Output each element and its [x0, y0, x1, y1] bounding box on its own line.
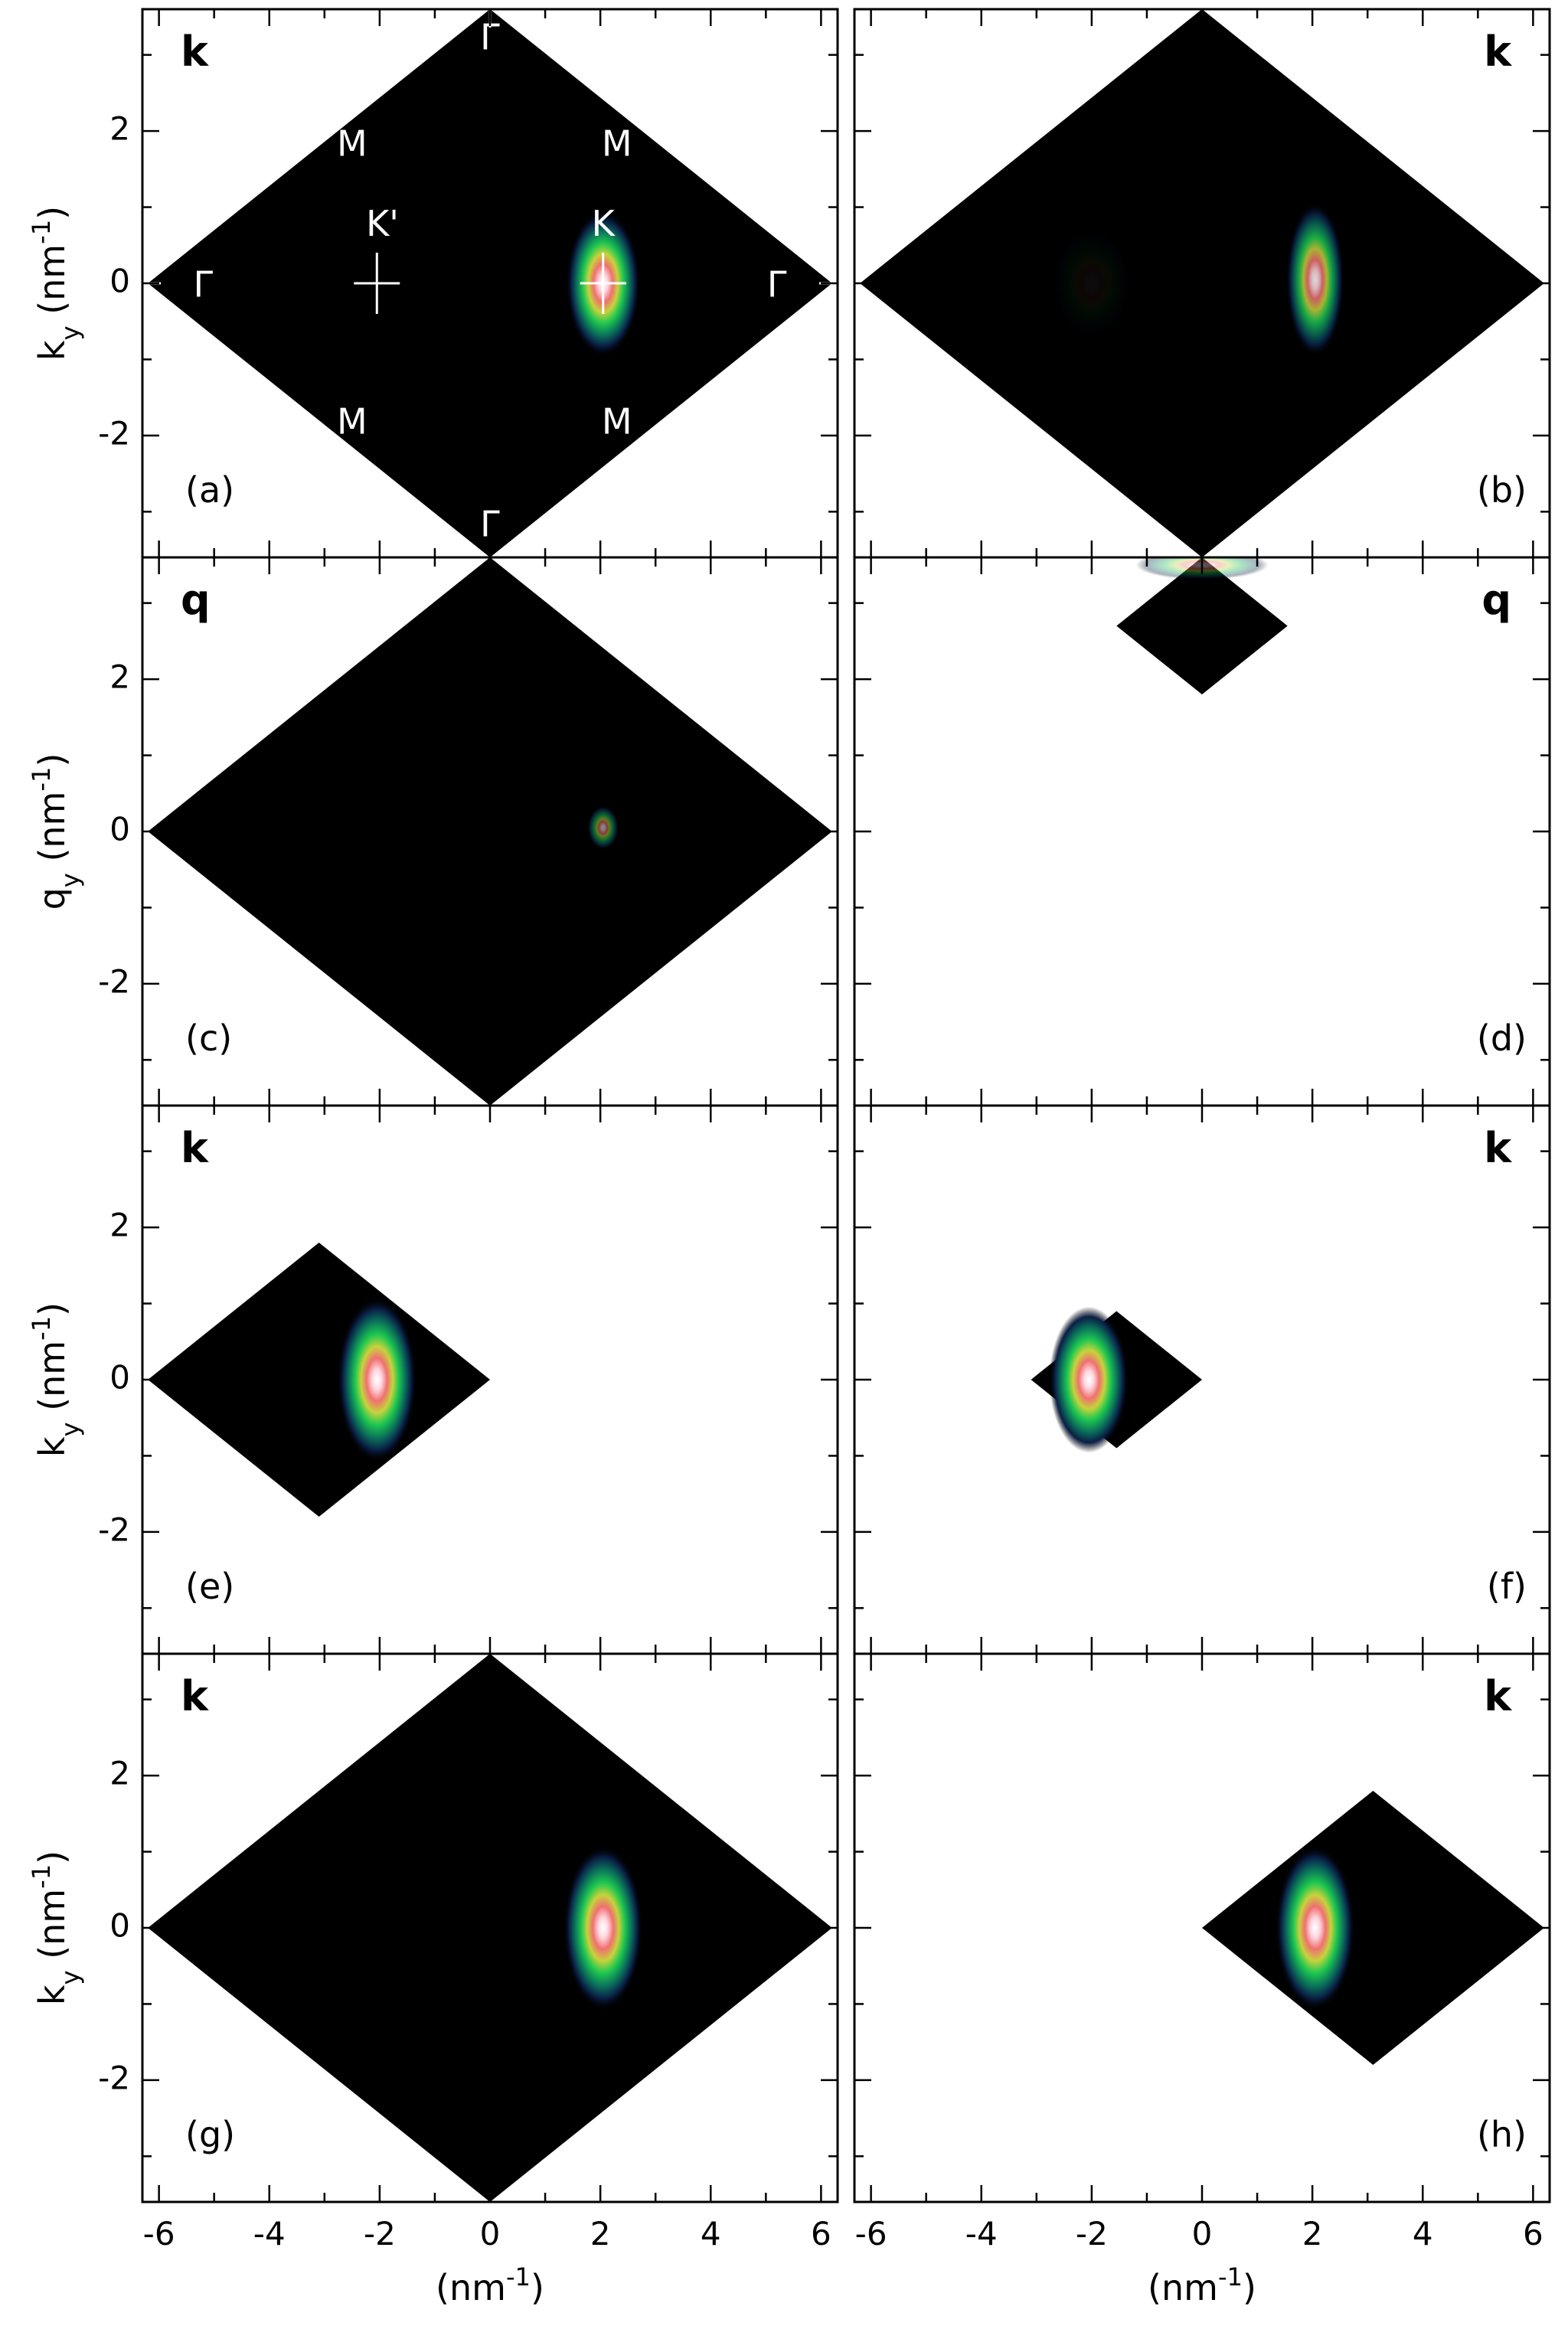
zone-region [148, 1243, 490, 1517]
zone-region [148, 9, 832, 557]
panel-e: -2 0 2 ky (nm-1) k (e) [27, 1104, 839, 1655]
x-tick-label: -6 [855, 2215, 887, 2252]
panel-label: (c) [185, 1018, 232, 1059]
zone-region [860, 9, 1544, 557]
y-tick-label: 2 [109, 110, 130, 148]
symmetry-point-label: M [337, 123, 368, 165]
x-tick-label: -4 [253, 2215, 286, 2252]
y-axis-label: qy (nm-1) [27, 753, 85, 910]
y-axis-label: ky (nm-1) [27, 206, 85, 361]
corner-label: k [181, 1672, 209, 1720]
corner-label: k [181, 1124, 209, 1172]
panel-f: k (f) [853, 1104, 1551, 1655]
y-axis-label: ky (nm-1) [27, 1302, 85, 1457]
panel-label: (g) [185, 2114, 235, 2155]
x-tick-label: 2 [590, 2215, 611, 2252]
y-tick-label: 0 [109, 1907, 130, 1945]
zone-region [1116, 557, 1288, 694]
y-tick-label: -2 [98, 2059, 130, 2096]
panel-label: (a) [185, 469, 234, 511]
x-tick-label: -2 [1076, 2215, 1108, 2252]
panel-b: k (b) [853, 8, 1551, 559]
x-tick-label: 2 [1302, 2215, 1323, 2252]
corner-label: k [1484, 1672, 1512, 1720]
x-axis-label: (nm-1) [1148, 2262, 1256, 2308]
panel-c: -2 0 2 qy (nm-1) q (c) [27, 556, 839, 1107]
panel-label: (b) [1477, 469, 1527, 511]
corner-label: k [1484, 1124, 1512, 1172]
panel-label: (f) [1487, 1566, 1527, 1607]
intensity-peak [337, 1297, 417, 1462]
corner-label: q [181, 576, 211, 624]
y-tick-label: 0 [109, 811, 130, 848]
x-tick-label: -6 [143, 2215, 175, 2252]
y-tick-label: 2 [109, 1207, 130, 1244]
zone-region [1202, 1791, 1544, 2065]
y-tick-label: 2 [109, 1755, 130, 1792]
symmetry-point-label: K [592, 203, 616, 244]
intensity-peak [1275, 1845, 1355, 2011]
symmetry-point-label: Γ [767, 263, 787, 305]
x-tick-label: 0 [480, 2215, 501, 2252]
panel-label: (e) [185, 1566, 234, 1607]
intensity-peak [586, 805, 619, 850]
x-axis-label: (nm-1) [436, 2262, 544, 2308]
x-tick-label: 6 [1523, 2215, 1544, 2252]
symmetry-point-label: M [602, 123, 632, 165]
y-axis-label: ky (nm-1) [27, 1851, 85, 2005]
panel-h: k (h) -6 -4 -2 0 2 4 6 (nm-1) [853, 1652, 1551, 2308]
zone-region [148, 1654, 832, 2202]
symmetry-point-label: K' [366, 203, 399, 244]
x-tick-label: -2 [364, 2215, 396, 2252]
x-tick-label: 4 [1413, 2215, 1433, 2252]
corner-label: k [1484, 28, 1512, 76]
y-tick-label: -2 [98, 414, 130, 452]
y-tick-label: -2 [98, 1511, 130, 1548]
symmetry-point-label: M [337, 400, 368, 442]
symmetry-point-label: Γ [193, 263, 213, 305]
x-tick-label: 6 [811, 2215, 831, 2252]
y-tick-label: 0 [109, 263, 130, 300]
panel-g: -2 0 2 ky (nm-1) k (g) -6 -4 -2 0 2 4 6 (nm-1) [27, 1652, 839, 2308]
panel-d: q (d) [853, 556, 1551, 1107]
symmetry-point-label: M [602, 400, 632, 442]
x-tick-label: 0 [1192, 2215, 1213, 2252]
x-tick-label: -4 [965, 2215, 998, 2252]
zone-region [148, 557, 832, 1106]
y-tick-label: 0 [109, 1359, 130, 1396]
panel-label: (h) [1477, 2114, 1527, 2155]
x-tick-label: 4 [701, 2215, 721, 2252]
intensity-peak [1285, 202, 1344, 357]
intensity-peak [1051, 228, 1132, 338]
intensity-peak [1049, 1306, 1129, 1453]
y-tick-label: 2 [109, 658, 130, 696]
y-tick-label: -2 [98, 962, 130, 1000]
corner-label: q [1481, 576, 1511, 624]
intensity-peak [563, 1845, 643, 2011]
corner-label: k [181, 28, 209, 76]
symmetry-point-label: Γ [480, 504, 500, 545]
panel-label: (d) [1477, 1018, 1527, 1059]
